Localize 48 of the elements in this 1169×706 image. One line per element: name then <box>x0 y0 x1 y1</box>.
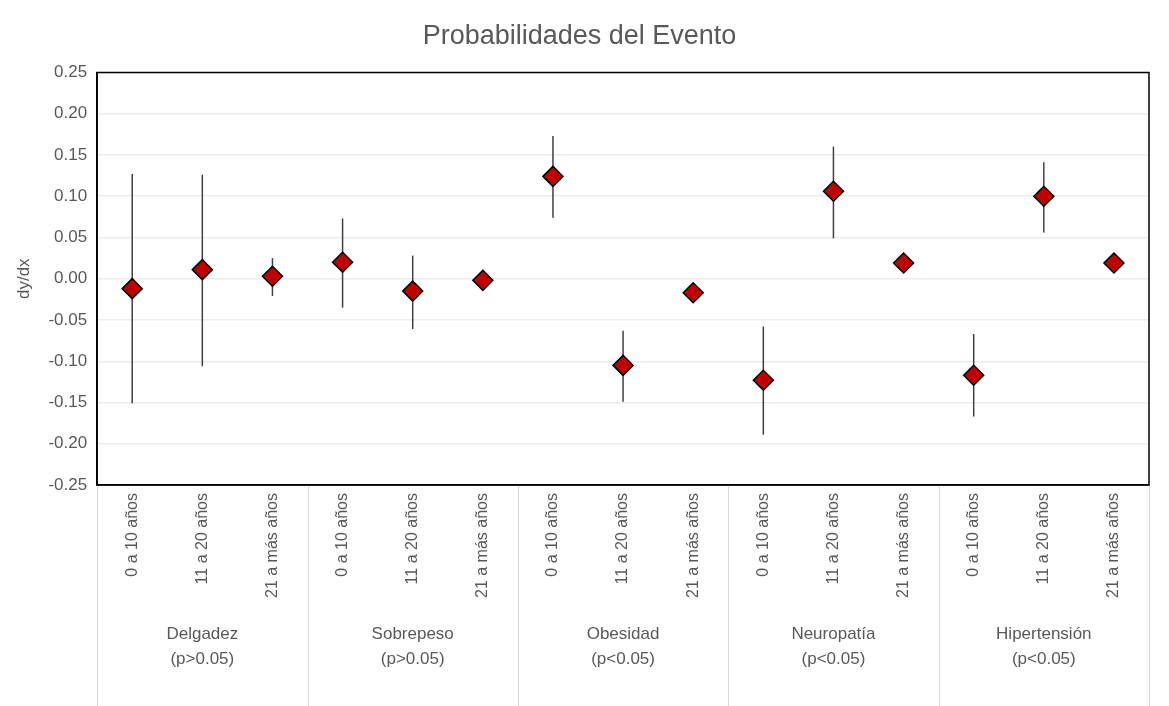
x-tick-label: 0 a 10 años <box>332 493 350 577</box>
text: Obesidad (p<0.05) <box>586 623 660 668</box>
x-tick-label: 11 a 20 años <box>403 493 421 585</box>
point <box>261 265 284 287</box>
y-tick-label: -0.15 <box>48 392 88 412</box>
point <box>331 251 354 273</box>
x-tick-label: 11 a 20 años <box>1034 493 1052 585</box>
y-tick-label: 0.10 <box>54 185 88 205</box>
point <box>401 280 424 302</box>
x-tick-label: 21 a más años <box>893 493 911 598</box>
text: Neuropatía (p<0.05) <box>791 623 877 668</box>
point <box>752 369 775 391</box>
y-tick-label: -0.10 <box>48 350 88 370</box>
x-tick-label: 21 a más años <box>473 493 491 598</box>
y-tick-label: 0.15 <box>54 144 88 164</box>
point <box>1033 185 1055 207</box>
text: Hipertensión (p<0.05) <box>996 623 1092 668</box>
point <box>822 180 845 202</box>
point <box>962 364 985 387</box>
point <box>1103 252 1125 274</box>
x-tick-label: 11 a 20 años <box>613 493 631 585</box>
y-tick-label: 0.05 <box>54 227 88 247</box>
x-tick-label: 21 a más años <box>683 493 701 598</box>
y-tick-label: -0.05 <box>48 309 88 329</box>
y-tick-label: 0.25 <box>54 62 88 82</box>
y-tick-label: -0.25 <box>48 474 88 494</box>
x-tick-label: 21 a más años <box>262 493 280 598</box>
x-tick-label: 21 a más años <box>1104 493 1122 598</box>
text: Delgadez (p>0.05) <box>166 623 239 668</box>
x-tick-label: 11 a 20 años <box>192 493 210 585</box>
point <box>121 277 143 300</box>
point <box>682 282 704 304</box>
y-tick-label: 0.20 <box>54 103 88 123</box>
x-tick-label: 0 a 10 años <box>122 493 140 577</box>
y-axis-title: dy/dx <box>13 257 33 300</box>
x-tick-label: 0 a 10 años <box>964 493 982 577</box>
point <box>542 165 564 188</box>
point <box>472 269 494 292</box>
x-tick-label: 11 a 20 años <box>823 493 841 585</box>
point <box>612 354 634 377</box>
x-tick-label: 0 a 10 años <box>753 493 771 577</box>
x-tick-label: 0 a 10 años <box>543 493 561 577</box>
point <box>191 258 214 281</box>
text: Sobrepeso (p>0.05) <box>371 623 454 668</box>
point <box>892 252 915 274</box>
y-tick-label: -0.20 <box>48 433 88 453</box>
y-tick-label: 0.00 <box>54 268 88 288</box>
chart-title: Probabilidades del Evento <box>422 19 737 50</box>
